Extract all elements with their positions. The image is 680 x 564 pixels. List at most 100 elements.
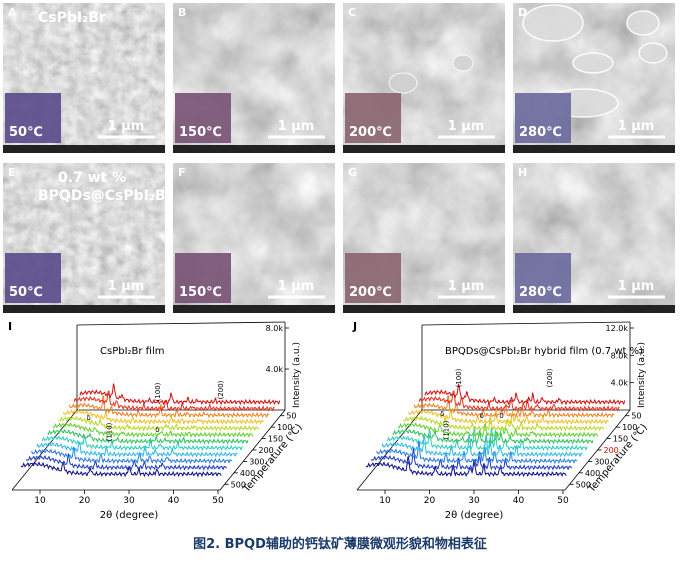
temperature-label: 150℃ [179,125,222,140]
peak-label: δ [480,412,484,420]
x-tick-label: 20 [79,496,91,506]
peak-label: (200) [217,380,225,399]
grain-cluster [572,52,614,74]
sem-panel: H 280℃ 1 μm [513,163,675,313]
grain-cluster [626,10,660,36]
xrd-panel: I CsPbI₂Br film 10 20 30 40 50 2θ (degree) 4.0k 8… [8,320,305,521]
z-axis-label: Intensity (a.u.) [637,342,647,408]
inset-photo [345,253,401,303]
xrd-curve [403,415,604,432]
scale-label: 1 μm [618,119,655,134]
x-tick-label: 50 [212,496,224,506]
z-tick-label: 8.0k [611,351,629,360]
temperature-label: 280℃ [519,125,562,140]
temperature-label: 150℃ [179,285,222,300]
xrd-curve [386,426,588,452]
xrd-curve [392,428,594,445]
x-tick-label: 30 [123,496,135,506]
temperature-label: 200℃ [349,125,392,140]
xrd-curve [31,446,232,465]
t-tick-label: 500 [576,480,591,489]
z-tick-label: 8.0k [266,324,284,333]
peak-label: δ [87,414,91,422]
sem-panel: D 280℃ 1 μm [513,3,675,153]
sem-panel: B 150℃ 1 μm [173,3,335,153]
panel-letter: J [352,320,357,333]
t-tick-label: 300 [594,457,609,466]
panel-letter: A [8,6,17,19]
t-tick-label: 50 [286,412,296,421]
xrd-curve [52,422,254,439]
grain-cluster [452,54,474,72]
x-tick-label: 10 [379,496,391,506]
x-tick-label: 40 [168,496,180,506]
peak-label: (110) [105,422,113,441]
caption: 图2. BPQD辅助的钙钛矿薄膜微观形貌和物相表征 [193,536,487,552]
temperature-label: 280℃ [519,285,562,300]
xrd-curve [413,395,615,419]
panel-letter: F [178,166,186,179]
peak-label: δ [440,410,444,418]
xrd-curve [365,456,567,478]
x-tick-label: 10 [34,496,46,506]
t-tick-label: 500 [231,480,246,489]
scale-label: 1 μm [448,119,485,134]
inset-photo [175,253,231,303]
xrd-curve [36,441,238,458]
x-tick-label: 30 [468,496,480,506]
inset-photo [175,93,231,143]
peak-label: (200) [546,368,554,387]
inset-photo [5,93,61,143]
grain-cluster [638,42,668,64]
inset-photo [515,253,571,303]
t-tick-label: 200 [604,446,619,455]
panel-title: 0.7 wt % [58,170,126,186]
t-tick-label: 400 [240,469,255,478]
xrd-curve [68,395,270,419]
plot-title: BPQDs@CsPbI₂Br hybrid film (0.7 wt %) [445,346,643,357]
panel-title: CsPbI₂Br [38,10,106,26]
scale-label: 1 μm [278,119,315,134]
xrd-curve [418,390,620,412]
xrd-panel: J BPQDs@CsPbI₂Br hybrid film (0.7 wt %) 10… [352,320,650,521]
scale-label: 1 μm [108,279,145,294]
grain-cluster [522,4,584,42]
xrd-curve [408,407,609,425]
info-strip [343,305,505,313]
xrd-curve [370,447,573,471]
inset-photo [345,93,401,143]
xrd-curve [25,453,228,471]
t-tick-label: 150 [613,435,628,444]
xrd-curve [397,422,599,439]
info-strip [3,145,165,153]
info-strip [513,145,675,153]
info-strip [3,305,165,313]
temperature-label: 50℃ [9,125,43,140]
sem-panel: G 200℃ 1 μm [343,163,505,313]
panel-letter: D [518,6,527,19]
temperature-label: 50℃ [9,285,43,300]
x-tick-label: 50 [557,496,569,506]
sem-panel: F 150℃ 1 μm [173,163,335,313]
x-tick-label: 40 [513,496,525,506]
panel-letter: C [348,6,356,19]
t-tick-label: 150 [268,435,283,444]
xrd-curve [381,433,583,458]
sem-panel: E 50℃ 1 μm 0.7 wt % BPQDs@CsPbI₂Br [3,163,173,313]
top-edge [76,321,286,326]
t-tick-label: 50 [631,412,641,421]
inset-photo [515,93,571,143]
t-tick-label: 300 [249,457,264,466]
panel-letter: G [348,166,357,179]
panel-letter: H [518,166,527,179]
panel-letter: B [178,6,186,19]
scale-label: 1 μm [448,279,485,294]
panel-letter: E [8,166,16,179]
x-tick-label: 20 [424,496,436,506]
z-tick-label: 4.0k [611,379,629,388]
sem-panel: C 200℃ 1 μm [343,3,505,153]
info-strip [343,145,505,153]
x-axis-label: 2θ (degree) [100,510,159,521]
xrd-curve [63,408,264,426]
